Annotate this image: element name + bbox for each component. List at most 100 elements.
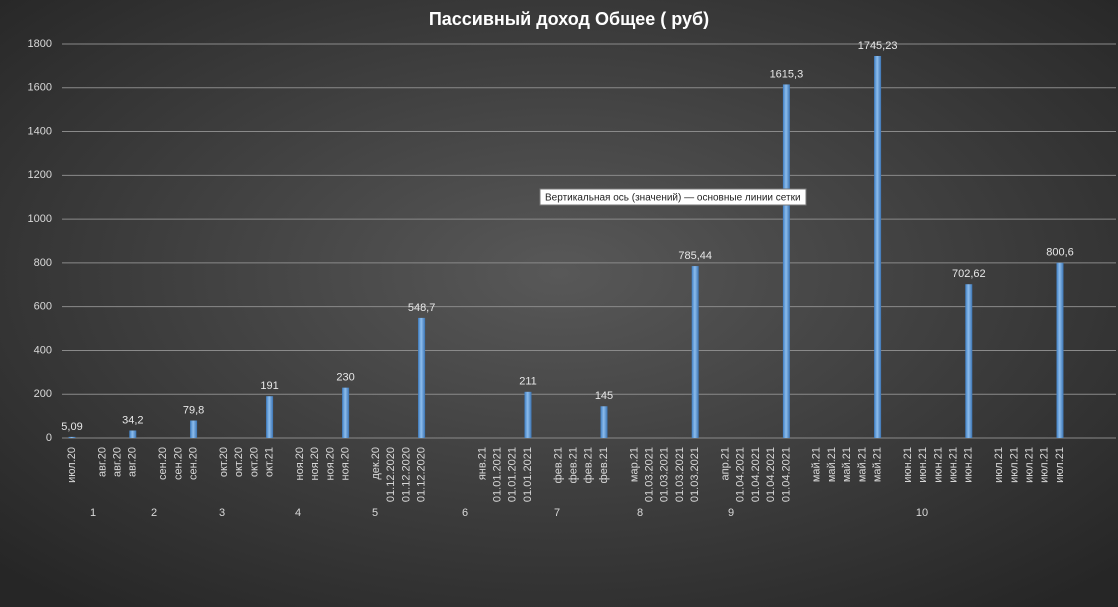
value-label: 702,62 [952,268,986,280]
x-tick-label: сен.20 [172,447,184,480]
bar [600,406,608,438]
x-tick-label: июл.20 [66,447,78,483]
x-tick-label: окт.21 [264,447,276,477]
y-tick-label: 600 [34,301,52,313]
y-tick-label: 800 [34,257,52,269]
value-label: 230 [336,372,354,384]
x-tick-label: фев.21 [598,447,610,483]
value-label: 785,44 [678,250,712,262]
group-label: 7 [554,507,560,519]
x-tick-label: 01.04.2021 [765,447,777,502]
x-tick-label: окт.20 [218,447,230,477]
bar [129,430,137,438]
group-label: 1 [90,507,96,519]
x-tick-label: 01.01.2021 [492,447,504,502]
x-tick-label: окт.20 [233,447,245,477]
x-tick-label: 01.01.2021 [522,447,534,502]
x-tick-label: май.21 [841,447,853,482]
x-tick-label: ноя.20 [309,447,321,480]
x-tick-label: июн.21 [963,447,975,483]
y-tick-label: 400 [34,344,52,356]
x-tick-label: 01.03.2021 [644,447,656,502]
bar [68,436,76,438]
x-tick-label: авг.20 [112,447,124,477]
x-tick-label: 01.04.2021 [735,447,747,502]
group-label: 6 [462,507,468,519]
x-tick-label: мар.21 [628,447,640,482]
x-tick-label: 01.04.2021 [750,447,762,502]
value-label: 548,7 [408,302,436,314]
value-label: 34,2 [122,414,143,426]
x-tick-label: 01.12.2020 [400,447,412,502]
x-tick-label: янв.21 [476,447,488,480]
bar [342,387,350,438]
group-label: 3 [219,507,225,519]
x-tick-label: фев.21 [568,447,580,483]
tooltip-text: Вертикальная ось (значений) — основные л… [545,193,801,204]
x-tick-label: 01.03.2021 [674,447,686,502]
bar [874,55,882,438]
x-tick-label: июл.21 [993,447,1005,483]
x-tick-label: окт.20 [248,447,260,477]
value-label: 1745,23 [858,40,898,52]
group-label: 2 [151,507,157,519]
group-label: 5 [372,507,378,519]
x-tick-label: ноя.20 [324,447,336,480]
bar [524,391,532,438]
y-tick-label: 1600 [28,82,52,94]
x-tick-label: 01.03.2021 [689,447,701,502]
x-tick-label: сен.20 [188,447,200,480]
chart-title: Пассивный доход Общее ( руб) [429,9,709,29]
x-tick-label: май.21 [811,447,823,482]
x-tick-label: 01.01.2021 [507,447,519,502]
y-tick-label: 1000 [28,213,52,225]
x-tick-label: апр.21 [720,447,732,480]
x-tick-label: июн.21 [902,447,914,483]
group-label: 4 [295,507,301,519]
bar [965,284,973,438]
x-tick-label: июл.21 [1039,447,1051,483]
x-tick-label: июн.21 [932,447,944,483]
x-tick-label: сен.20 [157,447,169,480]
bar [190,420,198,438]
y-tick-label: 200 [34,388,52,400]
x-tick-label: фев.21 [552,447,564,483]
value-label: 1615,3 [770,68,804,80]
x-tick-label: 01.04.2021 [780,447,792,502]
bar [1056,262,1064,438]
x-tick-label: май.21 [872,447,884,482]
x-tick-label: июн.21 [948,447,960,483]
tooltip-box [539,188,807,206]
value-label: 191 [260,380,278,392]
x-tick-label: 01.12.2020 [385,447,397,502]
y-tick-label: 1200 [28,169,52,181]
x-tick-label: июл.21 [1008,447,1020,483]
value-label: 79,8 [183,404,204,416]
x-tick-label: ноя.20 [294,447,306,480]
bar [266,396,274,438]
group-label: 10 [916,507,928,519]
y-tick-label: 1800 [28,38,52,50]
x-tick-label: июн.21 [917,447,929,483]
x-tick-label: 01.12.2020 [416,447,428,502]
x-tick-label: 01.03.2021 [659,447,671,502]
x-tick-label: ноя.20 [340,447,352,480]
value-label: 145 [595,390,613,402]
x-tick-label: июл.21 [1024,447,1036,483]
bar [418,317,426,438]
x-tick-label: фев.21 [583,447,595,483]
value-label: 800,6 [1046,247,1074,259]
group-label: 9 [728,507,734,519]
x-tick-label: авг.20 [127,447,139,477]
bar [782,84,790,439]
x-tick-label: май.21 [856,447,868,482]
group-label: 8 [637,507,643,519]
value-label: 5,09 [61,421,82,433]
y-tick-label: 0 [46,432,52,444]
y-tick-label: 1400 [28,125,52,137]
bar [691,266,699,438]
tooltip: Вертикальная ось (значений) — основные л… [539,188,807,206]
x-tick-label: дек.20 [370,447,382,480]
